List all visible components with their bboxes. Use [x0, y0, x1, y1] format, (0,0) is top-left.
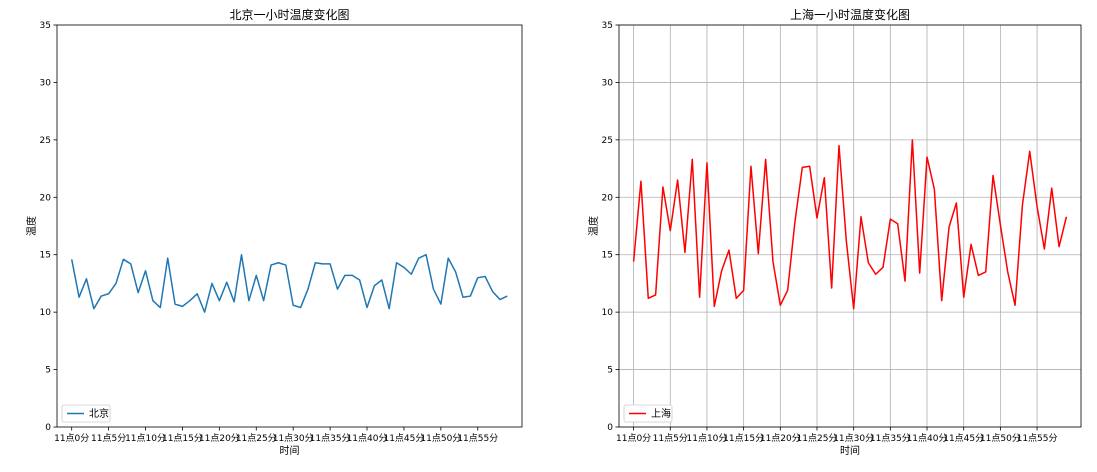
beijing-y-tick-label: 15 — [40, 251, 51, 261]
beijing-y-tick-label: 35 — [40, 21, 51, 31]
shanghai-y-tick-label: 20 — [602, 193, 614, 203]
shanghai-y-tick-label: 25 — [602, 136, 613, 146]
shanghai-y-tick-label: 5 — [607, 366, 613, 376]
shanghai-y-tick-label: 10 — [602, 308, 614, 318]
shanghai-x-tick-label: 11点0分 — [616, 433, 651, 444]
beijing-x-tick-label: 11点50分 — [420, 433, 461, 444]
shanghai-legend-label: 上海 — [651, 407, 671, 420]
beijing-y-tick-label: 0 — [45, 423, 51, 433]
shanghai-chart-title: 上海一小时温度变化图 — [790, 7, 910, 22]
shanghai-x-tick-label: 11点20分 — [760, 433, 801, 444]
shanghai-legend-box — [623, 404, 673, 423]
beijing-y-tick-label: 30 — [40, 78, 52, 88]
beijing-x-tick-label: 11点40分 — [347, 433, 388, 444]
beijing-y-tick-label: 10 — [40, 308, 52, 318]
shanghai-y-tick-label: 0 — [607, 423, 613, 433]
beijing-x-tick-label: 11点30分 — [273, 433, 314, 444]
beijing-x-tick-label: 11点45分 — [383, 433, 424, 444]
beijing-y-axis-label: 温度 — [25, 216, 38, 236]
beijing-x-tick-label: 11点5分 — [91, 433, 126, 444]
shanghai-x-tick-label: 11点15分 — [723, 433, 764, 444]
shanghai-y-tick-label: 30 — [602, 78, 614, 88]
shanghai-series-line — [632, 139, 1068, 310]
beijing-y-tick-label: 20 — [40, 193, 52, 203]
shanghai-x-tick-label: 11点5分 — [653, 433, 688, 444]
beijing-x-tick-label: 11点25分 — [236, 433, 277, 444]
shanghai-x-tick-label: 11点25分 — [797, 433, 838, 444]
shanghai-y-tick-label: 15 — [602, 251, 613, 261]
beijing-x-tick-label: 11点10分 — [125, 433, 166, 444]
shanghai-x-tick-label: 11点40分 — [907, 433, 948, 444]
shanghai-x-tick-label: 11点45分 — [943, 433, 984, 444]
shanghai-x-tick-label: 11点10分 — [687, 433, 728, 444]
beijing-plot-frame — [56, 24, 523, 428]
shanghai-y-axis-label: 温度 — [587, 216, 600, 236]
beijing-x-tick-label: 11点55分 — [457, 433, 498, 444]
beijing-x-tick-label: 11点0分 — [54, 433, 89, 444]
beijing-chart-title: 北京一小时温度变化图 — [229, 7, 349, 22]
beijing-legend-label: 北京 — [89, 407, 109, 420]
shanghai-x-tick-label: 11点30分 — [833, 433, 874, 444]
beijing-legend-box — [61, 404, 111, 423]
shanghai-x-tick-label: 11点55分 — [1017, 433, 1058, 444]
beijing-x-axis-label: 时间 — [280, 444, 300, 457]
shanghai-plot-frame — [618, 24, 1082, 428]
beijing-series-line — [70, 253, 508, 313]
beijing-x-tick-label: 11点35分 — [310, 433, 351, 444]
beijing-y-tick-label: 25 — [40, 136, 51, 146]
shanghai-x-tick-label: 11点35分 — [870, 433, 911, 444]
beijing-x-tick-label: 11点20分 — [199, 433, 240, 444]
shanghai-x-axis-label: 时间 — [840, 444, 860, 457]
shanghai-x-tick-label: 11点50分 — [980, 433, 1021, 444]
beijing-x-tick-label: 11点15分 — [162, 433, 203, 444]
beijing-y-tick-label: 5 — [45, 366, 51, 376]
shanghai-y-tick-label: 35 — [602, 21, 613, 31]
